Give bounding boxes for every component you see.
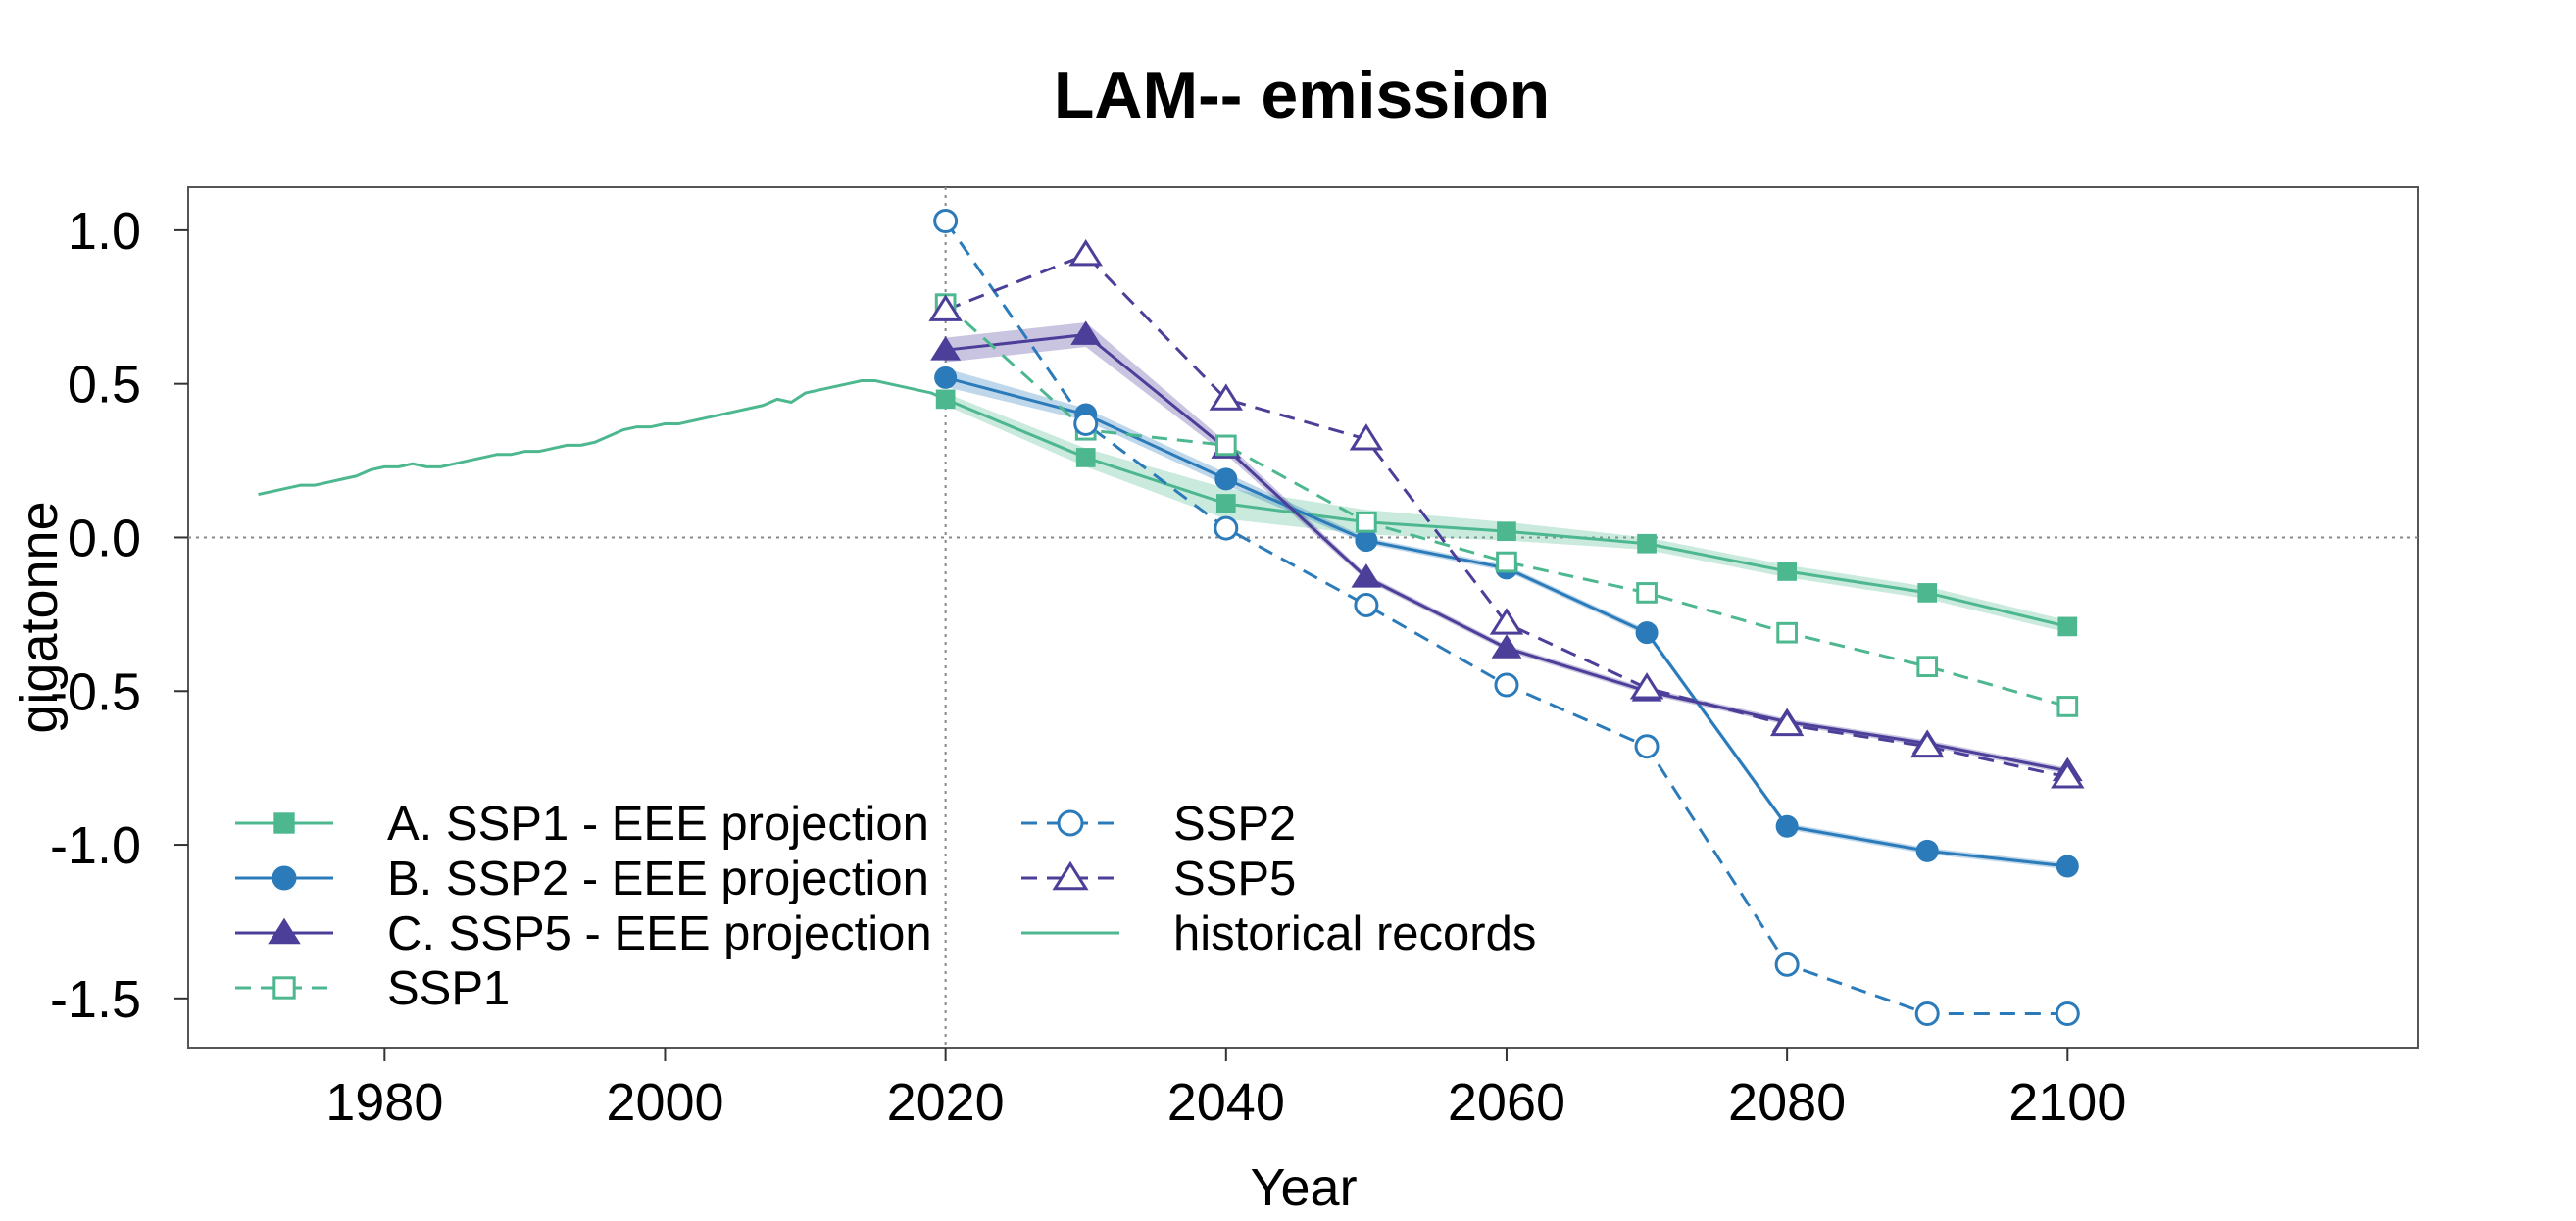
y-tick-label: 0.0: [68, 509, 141, 567]
ssp1-eee-point: [1497, 521, 1516, 542]
ssp5-point: [1349, 423, 1384, 451]
legend-swatch-marker: [268, 917, 301, 945]
ssp2-eee-point: [1214, 467, 1238, 491]
ssp1-eee-point: [935, 389, 956, 410]
ssp5-point: [1068, 238, 1103, 267]
legend-swatch-marker: [1057, 809, 1084, 837]
ssp2-eee-point: [2056, 855, 2079, 878]
series-markers: [928, 208, 2085, 1027]
ssp2-point: [1354, 592, 1379, 617]
x-tick-label: 2080: [1728, 1073, 1846, 1132]
ssp1-point: [1636, 582, 1658, 604]
ssp1-eee-point: [1215, 494, 1236, 513]
plot-frame: [187, 186, 2419, 1049]
ssp2-point: [1774, 952, 1800, 977]
ssp5-point: [2051, 761, 2085, 789]
ssp5-point: [1769, 708, 1805, 737]
ssp1-point: [1356, 511, 1377, 533]
ssp1-point: [1214, 434, 1237, 457]
x-axis-title: Year: [1250, 1158, 1357, 1217]
ssp5-point: [1909, 730, 1945, 758]
reference-lines: [188, 187, 2418, 1048]
legend-swatch-marker: [273, 812, 295, 834]
ssp5-point: [1629, 672, 1664, 700]
x-tick-label: 1980: [325, 1073, 443, 1132]
y-axis: 1.0 0.5 0.0 -0.5 -1.0 -1.5: [50, 202, 188, 1029]
legend-label: SSP1: [387, 962, 510, 1015]
ssp1-point: [1776, 621, 1798, 644]
ssp2-point: [1073, 411, 1099, 436]
x-tick-label: 2040: [1167, 1073, 1285, 1132]
ssp5-line: [945, 253, 2068, 779]
legend-swatch-marker: [272, 976, 296, 1000]
ssp5-eee-point: [1070, 320, 1102, 345]
ssp5-point: [928, 294, 963, 321]
ssp2-point: [1214, 515, 1239, 541]
ssp2-eee-point: [1355, 529, 1378, 553]
ssp5-eee-point: [930, 336, 962, 361]
y-tick-label: -1.0: [50, 816, 141, 875]
ssp5-eee-point: [1491, 634, 1522, 659]
ssp2-point: [933, 208, 959, 233]
legend-label: SSP5: [1173, 853, 1296, 905]
ssp2-eee-point: [1635, 621, 1659, 645]
ssp1-eee-point: [2057, 616, 2078, 637]
x-tick-label: 2100: [2008, 1073, 2126, 1132]
ssp2-point: [2055, 1001, 2080, 1027]
y-axis-title: gigatonne: [10, 501, 69, 733]
y-tick-label: -1.5: [50, 970, 141, 1029]
ssp2-eee-point: [934, 366, 958, 389]
ssp1-eee-point: [1075, 448, 1096, 467]
ssp5-point: [1209, 383, 1244, 411]
legend-swatch-marker: [272, 865, 297, 891]
ssp1-point: [2056, 696, 2079, 717]
ssp1-point: [1916, 656, 1939, 678]
ssp1-eee-point: [1637, 533, 1657, 554]
y-tick-label: 0.5: [68, 356, 141, 415]
historical-line: [258, 379, 947, 497]
ssp2-point: [1634, 734, 1660, 759]
ssp2-point: [1914, 1001, 1940, 1027]
legend-label: C. SSP5 - EEE projection: [387, 907, 932, 960]
ssp1-eee-point: [1917, 583, 1938, 603]
ssp2-eee-point: [1915, 839, 1939, 862]
legend-label: historical records: [1173, 907, 1536, 960]
x-axis: 1980 2000 2020 2040 2060 2080 2100: [325, 1048, 2126, 1132]
ssp1-eee-point: [1777, 562, 1797, 581]
ssp1-line: [944, 303, 2068, 708]
ssp1-point: [1496, 551, 1517, 573]
legend-swatch-marker: [1052, 860, 1089, 891]
y-tick-label: 1.0: [68, 202, 141, 261]
ssp5-eee-point: [1351, 563, 1382, 588]
ssp2-eee-point: [1775, 814, 1799, 838]
x-tick-label: 2020: [887, 1073, 1005, 1132]
x-tick-label: 2060: [1448, 1073, 1565, 1132]
y-tick-label: -0.5: [50, 662, 141, 721]
legend-label: B. SSP2 - EEE projection: [387, 853, 929, 905]
chart-title: LAM-- emission: [1054, 58, 1550, 132]
x-tick-label: 2000: [606, 1073, 723, 1132]
legend-label: SSP2: [1173, 798, 1296, 851]
ssp2-point: [1494, 672, 1519, 698]
ssp5-point: [1489, 608, 1524, 635]
legend-label: A. SSP1 - EEE projection: [387, 798, 929, 851]
